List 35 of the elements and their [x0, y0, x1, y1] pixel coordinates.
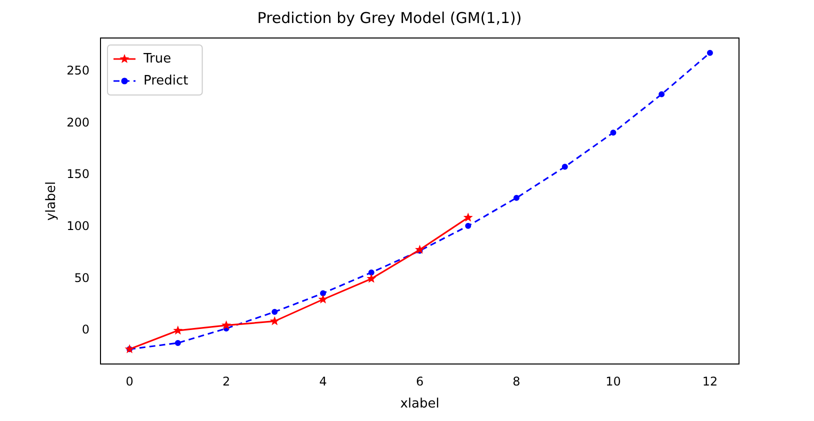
point [173, 326, 183, 335]
x-tick-label: 10 [606, 374, 621, 388]
point [463, 212, 473, 222]
legend-label: True [142, 51, 172, 66]
point [610, 130, 616, 136]
point [320, 290, 326, 296]
y-tick-label: 150 [66, 167, 90, 182]
point [513, 194, 520, 201]
point [318, 294, 328, 304]
legend-label: Predict [144, 73, 188, 88]
x-tick-label: 8 [512, 374, 520, 388]
point [270, 316, 280, 326]
point [414, 244, 425, 254]
x-tick-label: 0 [126, 374, 134, 388]
x-tick-label: 6 [416, 374, 424, 388]
point [562, 164, 568, 170]
point [465, 222, 472, 229]
y-tick-label: 0 [82, 322, 90, 337]
y-tick-label: 50 [74, 270, 90, 285]
point [658, 91, 665, 98]
y-tick-label: 200 [66, 115, 90, 130]
point [272, 308, 278, 315]
x-tick-label: 12 [702, 374, 718, 388]
y-axis-title: ylabel [44, 181, 60, 221]
point [366, 274, 376, 283]
y-tick-label: 250 [66, 64, 90, 78]
x-tick-label: 2 [222, 374, 230, 388]
x-tick-label: 4 [319, 374, 327, 388]
point [174, 340, 181, 346]
point [222, 320, 232, 330]
point [706, 50, 713, 56]
chart-title: Prediction by Grey Model (GM(1,1)) [257, 8, 522, 27]
y-tick-label: 100 [66, 219, 90, 234]
x-axis-title: xlabel [400, 396, 440, 412]
point [368, 270, 374, 276]
